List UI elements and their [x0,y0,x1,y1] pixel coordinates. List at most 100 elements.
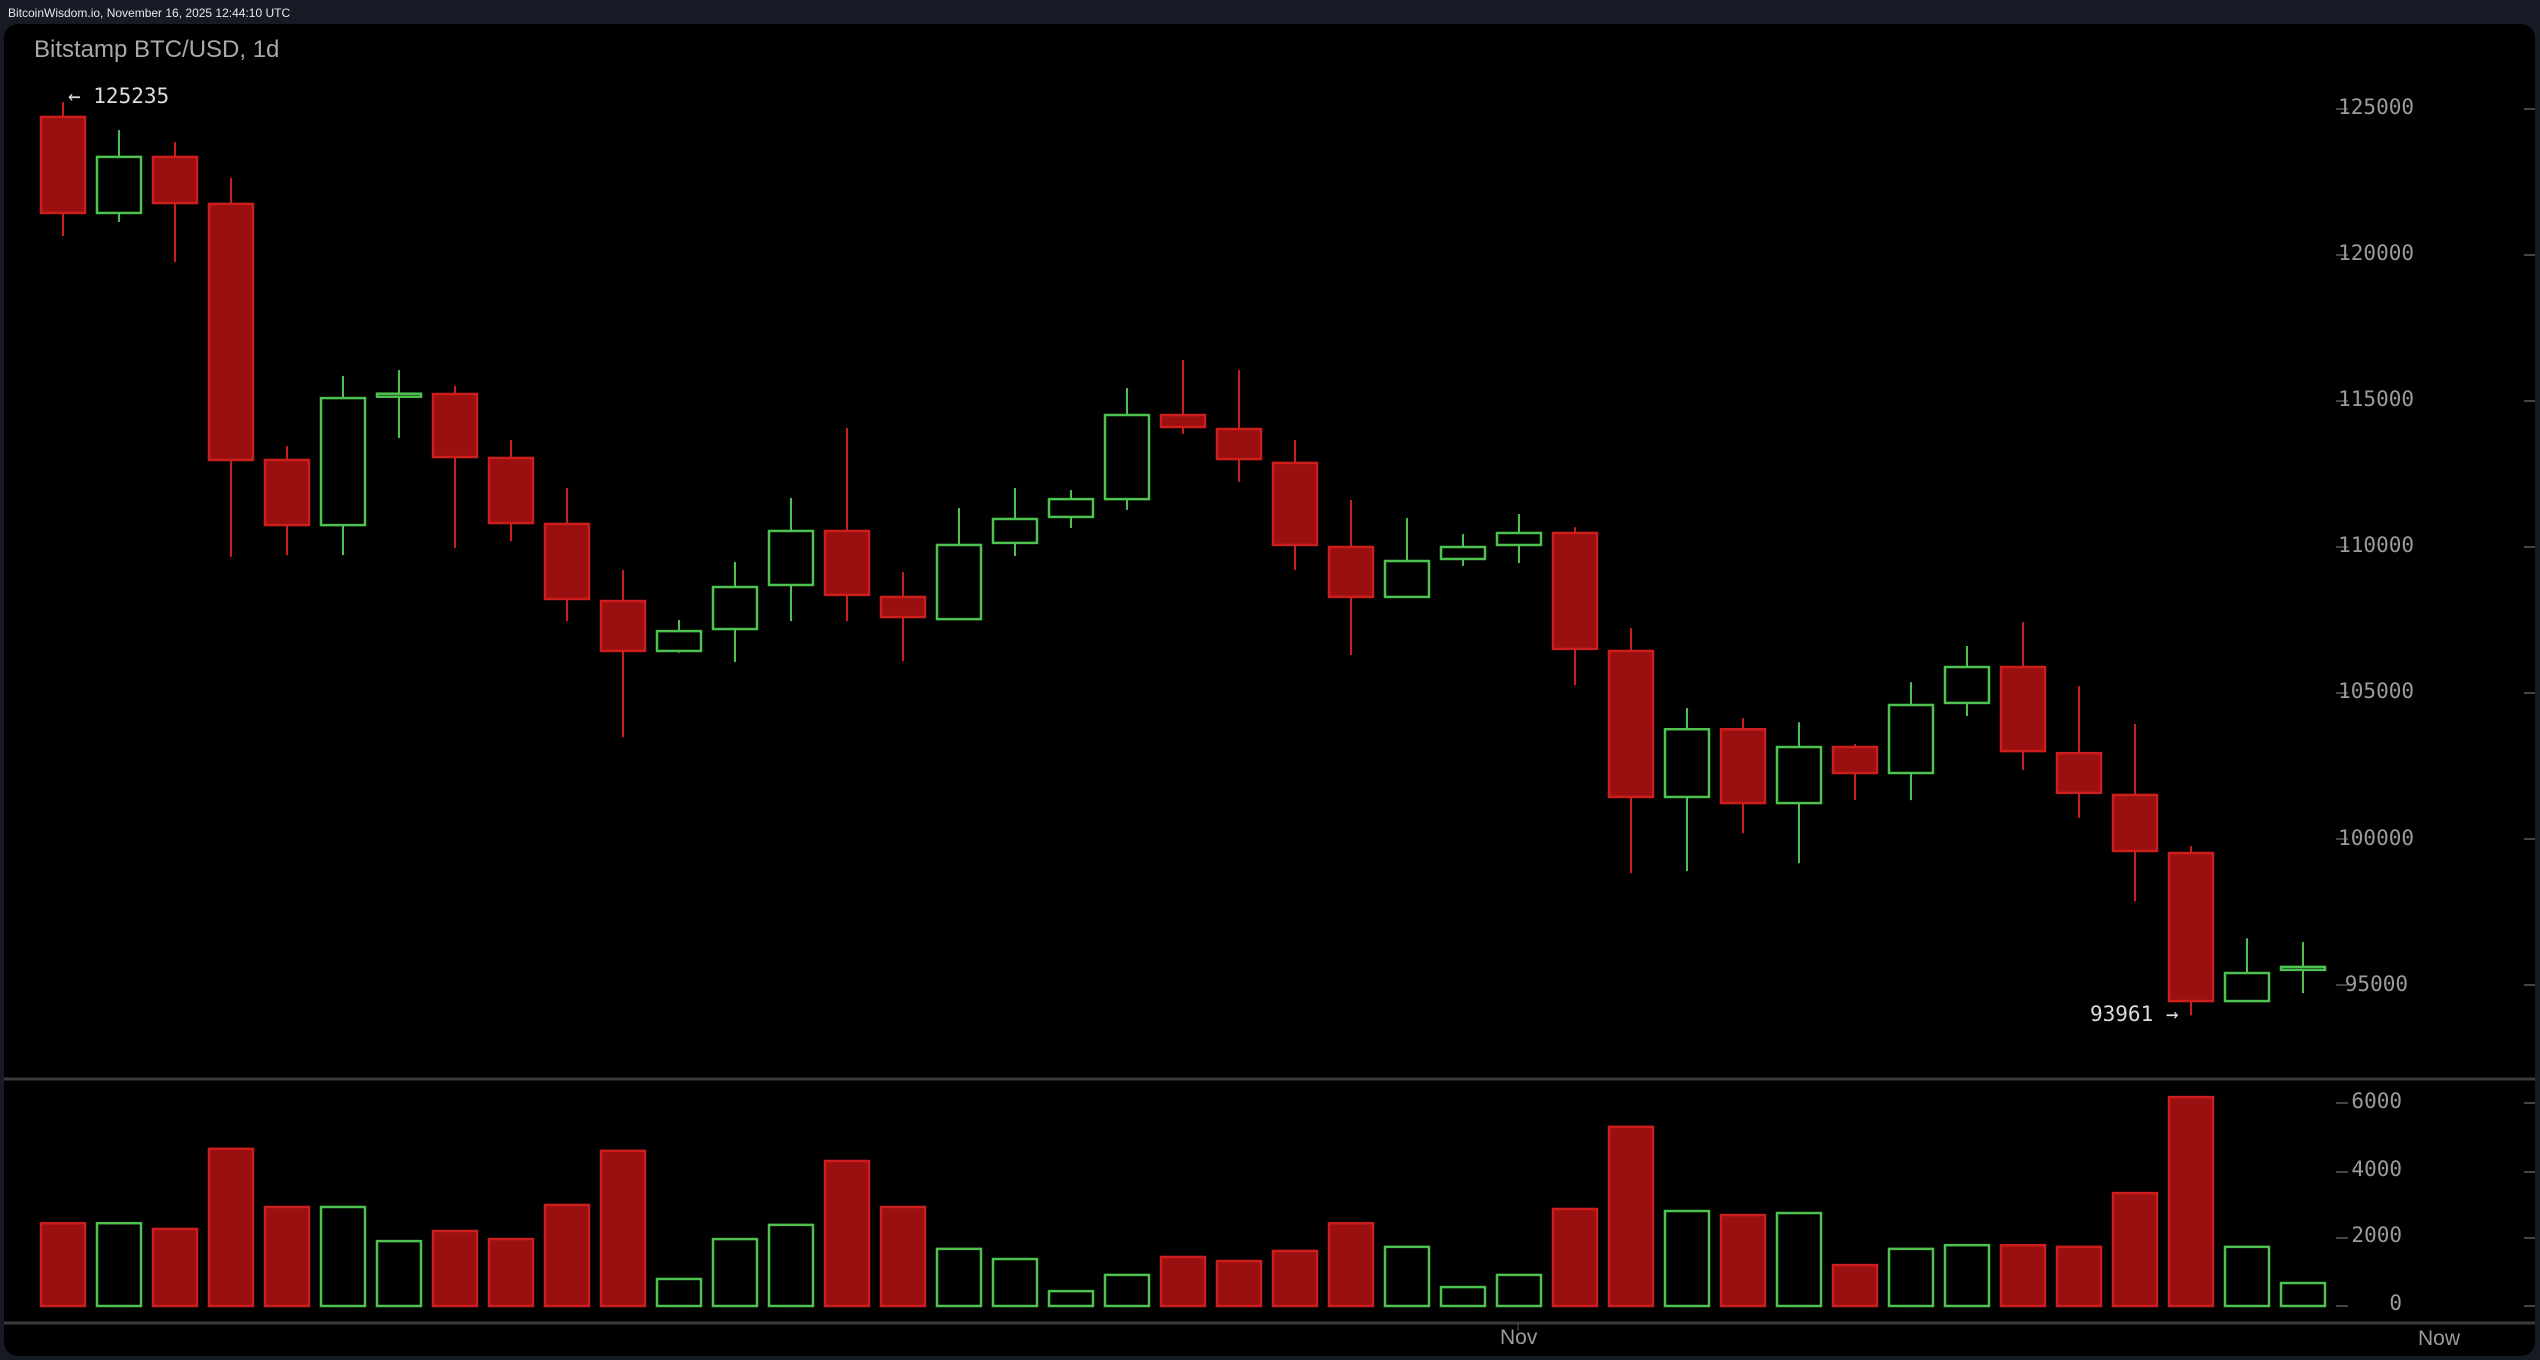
price-label-125000: 125000 [2338,95,2414,119]
volume-bar-down [151,1227,199,1308]
volume-bar-down [1999,1243,2047,1308]
volume-bar-up [1943,1243,1991,1308]
price-label-120000: 120000 [2338,241,2414,265]
candle-down [1719,727,1767,805]
volume-bar-up [2279,1281,2327,1308]
volume-bar-down [2167,1095,2215,1308]
volume-bar-down [431,1229,479,1308]
volume-bar-down [599,1149,647,1308]
volume-bar-up [935,1247,983,1308]
candle-down [39,115,87,215]
chart-title: Bitstamp BTC/USD, 1d [34,36,280,63]
volume-bar-up [767,1223,815,1308]
candle-down [823,529,871,597]
volume-bar-down [1719,1213,1767,1308]
candlestick-chart [4,102,2535,1331]
volume-bar-down [1831,1263,1879,1308]
x-label-nov: Nov [1500,1326,1538,1349]
low-annotation: 93961 → [2090,1002,2179,1026]
volume-bar-down [1551,1207,1599,1308]
candle-down [543,522,591,601]
candle-up [1047,497,1095,519]
volume-bar-down [1215,1259,1263,1308]
volume-bar-down [2111,1191,2159,1308]
candle-down [431,392,479,459]
volume-label-0: 0 [2389,1291,2402,1315]
candle-up [1383,559,1431,599]
volume-bar-up [1383,1245,1431,1308]
volume-label-2000: 2000 [2351,1223,2402,1247]
volume-label-4000: 4000 [2351,1157,2402,1181]
volume-bar-down [1159,1255,1207,1308]
volume-bar-up [1775,1211,1823,1308]
volume-bar-up [2223,1245,2271,1308]
candle-up [1943,665,1991,705]
candle-up [1663,727,1711,799]
volume-bar-up [1103,1273,1151,1308]
volume-bar-up [1439,1285,1487,1308]
candle-down [151,155,199,205]
volume-bar-down [1271,1249,1319,1308]
volume-bar-up [655,1277,703,1308]
volume-bar-down [207,1147,255,1308]
volume-bar-up [991,1257,1039,1308]
volume-bar-up [1495,1273,1543,1308]
price-label-115000: 115000 [2338,387,2414,411]
source-timestamp: BitcoinWisdom.io, November 16, 2025 12:4… [8,6,291,20]
candle-up [319,396,367,527]
candle-up [1103,413,1151,501]
volume-bar-up [1887,1247,1935,1308]
price-label-110000: 110000 [2338,533,2414,557]
candle-down [263,458,311,527]
price-label-95000: 95000 [2344,972,2408,996]
price-label-105000: 105000 [2338,679,2414,703]
volume-bar-down [487,1237,535,1308]
candle-down [207,202,255,462]
candle-down [1999,665,2047,753]
candle-down [1551,531,1599,651]
volume-bar-down [2055,1245,2103,1308]
volume-bar-down [823,1159,871,1308]
price-label-100000: 100000 [2338,826,2414,850]
candle-up [2279,965,2327,972]
volume-bar-down [263,1205,311,1308]
candle-up [1775,745,1823,805]
candle-up [1887,703,1935,775]
candle-up [935,543,983,621]
x-label-now: Now [2418,1327,2461,1350]
candle-up [711,585,759,631]
volume-bar-down [39,1221,87,1308]
candle-down [1327,545,1375,599]
candle-down [1607,649,1655,799]
volume-bar-up [1047,1289,1095,1308]
candle-up [991,517,1039,545]
volume-bar-down [879,1205,927,1308]
candle-down [487,456,535,525]
candle-down [2111,793,2159,853]
candle-up [95,155,143,215]
candle-up [2223,971,2271,1003]
candle-up [1495,531,1543,547]
candle-down [1215,427,1263,461]
volume-bar-down [1607,1125,1655,1308]
chart-panel: Bitstamp BTC/USD, 1d ← 125235 93961 → 12… [4,24,2535,1356]
candle-down [2055,751,2103,795]
volume-bar-down [543,1203,591,1308]
volume-bar-up [1663,1209,1711,1308]
candle-down [1159,413,1207,429]
volume-bar-up [319,1205,367,1308]
high-annotation: ← 125235 [68,84,170,108]
candle-up [375,392,423,398]
volume-label-6000: 6000 [2351,1089,2402,1113]
candle-down [599,599,647,653]
candle-down [1271,461,1319,547]
volume-bar-up [711,1237,759,1308]
volume-bar-up [375,1239,423,1308]
volume-bar-up [95,1221,143,1308]
candle-up [655,629,703,653]
candle-up [767,529,815,587]
candle-down [879,595,927,619]
candle-up [1439,545,1487,561]
candle-down [1831,745,1879,775]
volume-bar-down [1327,1221,1375,1308]
